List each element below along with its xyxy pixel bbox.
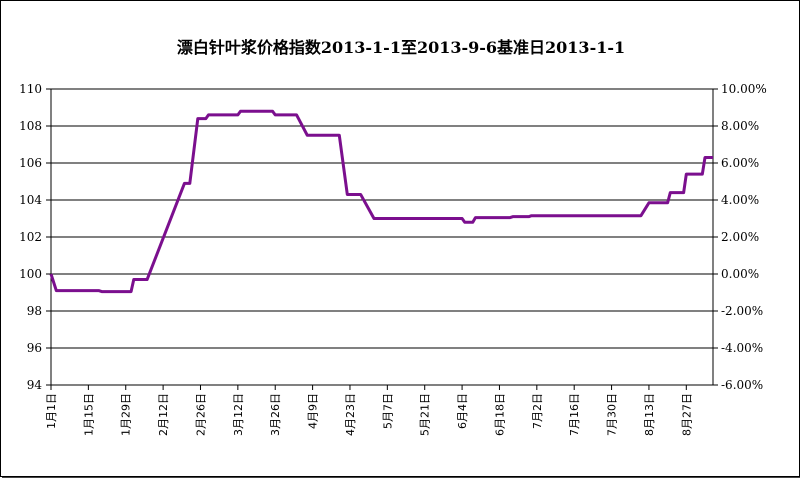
y-axis-left-ticks: 94 96 98 100 102 104 106 108 110: [19, 82, 42, 392]
y-tick-label: 98: [27, 304, 42, 318]
x-tick-label: 1月29日: [120, 393, 133, 436]
x-tick-label: 2月12日: [157, 393, 170, 436]
chart-title: 漂白针叶浆价格指数2013-1-1至2013-9-6基准日2013-1-1: [177, 38, 625, 57]
y2-tick-label: -6.00%: [721, 378, 763, 392]
x-tick-label: 6月4日: [456, 393, 469, 429]
y-tick-label: 96: [27, 341, 42, 355]
x-tick-label: 5月7日: [381, 393, 394, 429]
x-tick-label: 4月9日: [307, 393, 320, 429]
x-tick-label: 7月2日: [531, 393, 544, 429]
y-tick-label: 94: [27, 378, 43, 392]
x-tick-label: 7月30日: [606, 393, 619, 436]
axes: [46, 88, 718, 390]
y-tick-label: 108: [19, 119, 42, 133]
y2-tick-label: 10.00%: [721, 82, 767, 96]
series-group: [49, 109, 713, 294]
x-tick-label: 8月13日: [643, 393, 656, 436]
y2-tick-label: 6.00%: [721, 156, 759, 170]
gridlines: [51, 88, 713, 349]
y-tick-label: 100: [19, 267, 42, 281]
series-line: [49, 109, 713, 294]
x-tick-label: 1月15日: [82, 393, 95, 436]
y-tick-label: 106: [19, 156, 42, 170]
x-tick-label: 4月23日: [344, 393, 357, 436]
y2-tick-label: -4.00%: [721, 341, 763, 355]
x-tick-label: 3月12日: [232, 393, 245, 436]
y2-tick-label: 0.00%: [721, 267, 759, 281]
y2-tick-label: 4.00%: [721, 193, 759, 207]
x-tick-label: 2月26日: [194, 393, 207, 436]
y-tick-label: 102: [19, 230, 42, 244]
x-tick-label: 8月27日: [680, 393, 693, 436]
x-tick-label: 5月21日: [419, 393, 432, 436]
x-tick-label: 1月1日: [45, 393, 58, 429]
y2-tick-label: 2.00%: [721, 230, 759, 244]
y2-tick-label: -2.00%: [721, 304, 763, 318]
x-tick-label: 7月16日: [568, 393, 581, 436]
y-axis-right-ticks: -6.00% -4.00% -2.00% 0.00% 2.00% 4.00% 6.00% 8.…: [721, 82, 767, 392]
x-axis-ticks: 1月1日 1月15日 1月29日 2月12日 2月26日 3月12日 3月26日 4月9日 4月…: [45, 393, 693, 436]
x-tick-label: 6月18日: [493, 393, 506, 436]
y2-tick-label: 8.00%: [721, 119, 759, 133]
y-tick-label: 110: [19, 82, 42, 96]
x-tick-label: 3月26日: [269, 393, 282, 436]
y-tick-label: 104: [19, 193, 42, 207]
